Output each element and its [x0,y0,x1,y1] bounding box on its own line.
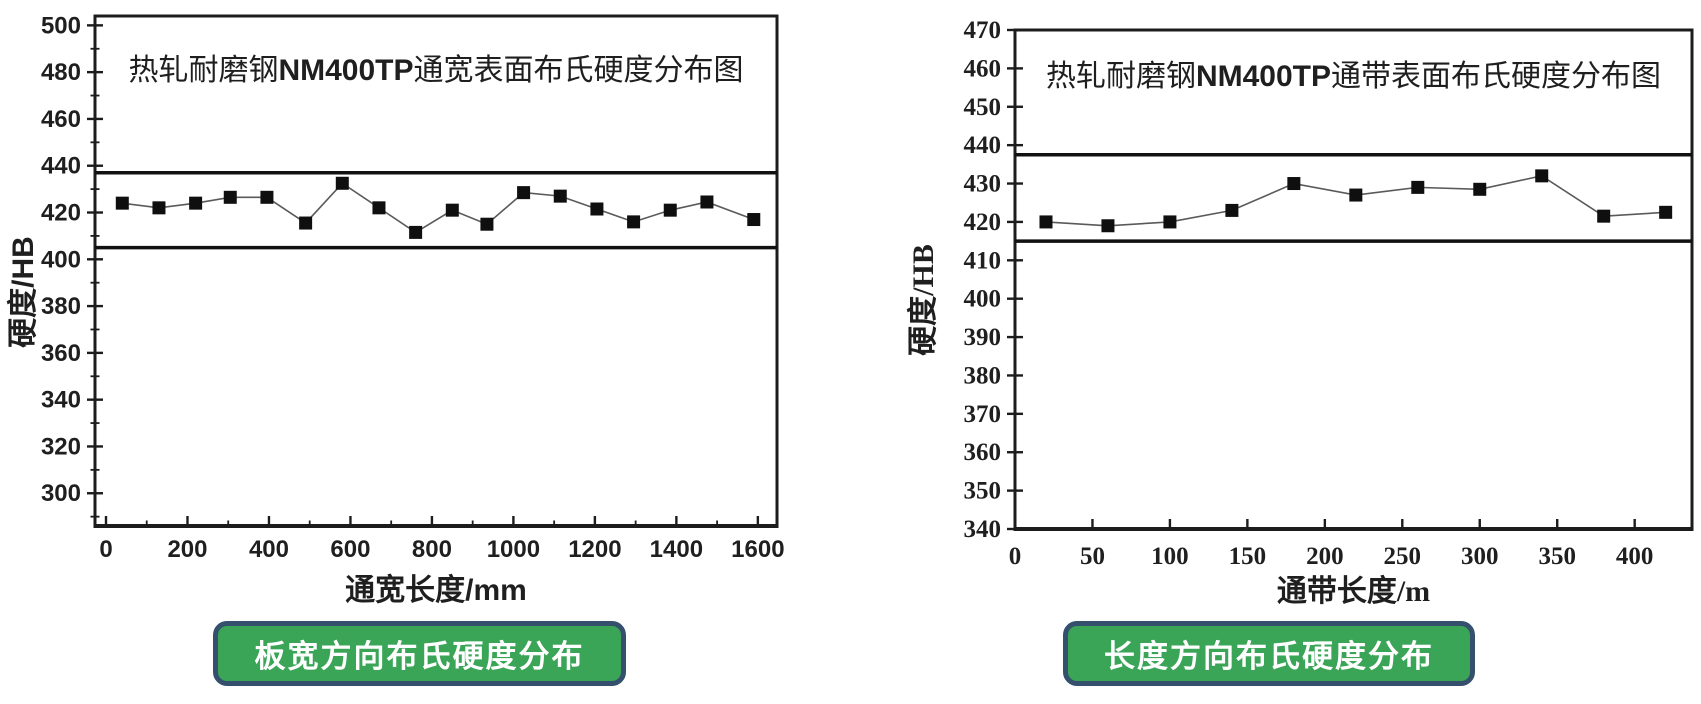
y-tick-label: 450 [964,94,1002,121]
data-point-marker [1659,205,1673,219]
y-tick-label: 430 [964,171,1002,198]
data-point-marker [1349,188,1363,202]
y-tick-label: 380 [41,293,81,320]
y-tick-label: 440 [41,153,81,180]
y-tick-label: 340 [41,387,81,414]
data-point-marker [590,202,604,216]
y-tick-label: 370 [964,401,1002,428]
data-point-marker [1287,177,1301,191]
y-tick-label: 500 [41,12,81,39]
y-tick-label: 340 [964,516,1002,543]
length-direction-caption-button[interactable]: 长度方向布氏硬度分布 [1063,621,1475,686]
x-axis-ticks: 0 50 100 150 200 250 300 350 400 [1009,519,1654,570]
data-point-marker [1411,180,1425,194]
x-tick-label: 1400 [650,536,703,563]
x-axis-title: 通宽长度/mm [345,573,527,607]
chart-title: 热轧耐磨钢NM400TP通宽表面布氏硬度分布图 [128,54,743,87]
y-tick-label: 360 [964,439,1002,466]
data-point-marker [1163,215,1177,229]
data-point-marker [480,217,494,231]
y-tick-label: 320 [41,433,81,460]
length-hardness-chart: 340 350 360 370 380 390 400 410 420 430 440 450 460 4… [907,17,1694,608]
y-tick-label: 400 [964,286,1002,313]
plot-frame [1013,28,1694,531]
data-point-marker [700,195,714,209]
x-tick-label: 600 [330,536,370,563]
data-point-marker [627,215,641,229]
y-tick-label: 480 [41,59,81,86]
data-point-marker [747,213,761,227]
data-point-marker [445,203,459,217]
x-tick-label: 1600 [731,536,784,563]
x-tick-label: 150 [1229,543,1267,570]
data-point-marker [115,196,129,210]
x-tick-label: 250 [1384,543,1422,570]
data-point-marker [1597,209,1611,223]
x-tick-label: 400 [1616,543,1654,570]
x-tick-label: 1000 [487,536,540,563]
data-point-marker [1535,169,1549,183]
chart-title: 热轧耐磨钢NM400TP通带表面布氏硬度分布图 [1046,60,1661,93]
plate-width-direction-caption-button[interactable]: 板宽方向布氏硬度分布 [213,621,626,686]
y-axis-title: 硬度/HB [7,236,40,348]
data-point-marker [299,216,313,230]
y-tick-label: 300 [41,480,81,507]
data-point-marker [1225,203,1239,217]
width-hardness-chart: 300 320 340 360 380 400 420 440 460 480 500 0 200 400… [7,12,785,607]
x-tick-label: 400 [249,536,289,563]
data-point-marker [553,189,567,203]
data-point-marker [372,201,386,215]
x-tick-label: 200 [167,536,207,563]
y-tick-label: 420 [41,200,81,227]
x-tick-label: 200 [1306,543,1344,570]
y-tick-label: 380 [964,362,1002,389]
data-point-marker [1473,182,1487,196]
y-axis-title: 硬度/HB [907,244,940,356]
data-point-markers [115,176,761,239]
x-tick-label: 100 [1151,543,1189,570]
x-tick-label: 800 [412,536,452,563]
x-tick-label: 300 [1461,543,1499,570]
data-series-line [122,182,755,234]
y-tick-label: 440 [964,132,1002,159]
plot-frame [93,14,779,528]
data-point-marker [409,225,423,239]
y-tick-label: 360 [41,340,81,367]
data-point-marker [152,201,166,215]
y-tick-label: 470 [964,17,1002,44]
y-tick-label: 460 [41,106,81,133]
y-tick-label: 410 [964,247,1002,274]
x-tick-label: 350 [1538,543,1576,570]
y-tick-label: 420 [964,209,1002,236]
data-point-marker [1039,215,1053,229]
data-point-marker [260,190,274,204]
y-axis-ticks: 340 350 360 370 380 390 400 410 420 430 440 450 460 4… [964,17,1023,543]
x-axis-ticks: 0 200 400 600 800 1000 1200 1400 1600 [99,516,785,563]
data-point-marker [1101,219,1115,233]
data-point-markers [1039,169,1673,233]
data-point-marker [189,196,203,210]
data-point-marker [335,176,349,190]
x-tick-label: 1200 [568,536,621,563]
y-tick-label: 400 [41,246,81,273]
x-tick-label: 0 [99,536,112,563]
data-point-marker [223,190,237,204]
y-tick-label: 390 [964,324,1002,351]
y-tick-label: 460 [964,55,1002,82]
y-axis-ticks: 300 320 340 360 380 400 420 440 460 480 500 [41,12,103,518]
x-tick-label: 0 [1009,543,1022,570]
data-point-marker [517,186,531,200]
y-tick-label: 350 [964,478,1002,505]
x-axis-title: 通带长度/m [1277,575,1430,608]
data-point-marker [663,203,677,217]
x-tick-label: 50 [1080,543,1105,570]
